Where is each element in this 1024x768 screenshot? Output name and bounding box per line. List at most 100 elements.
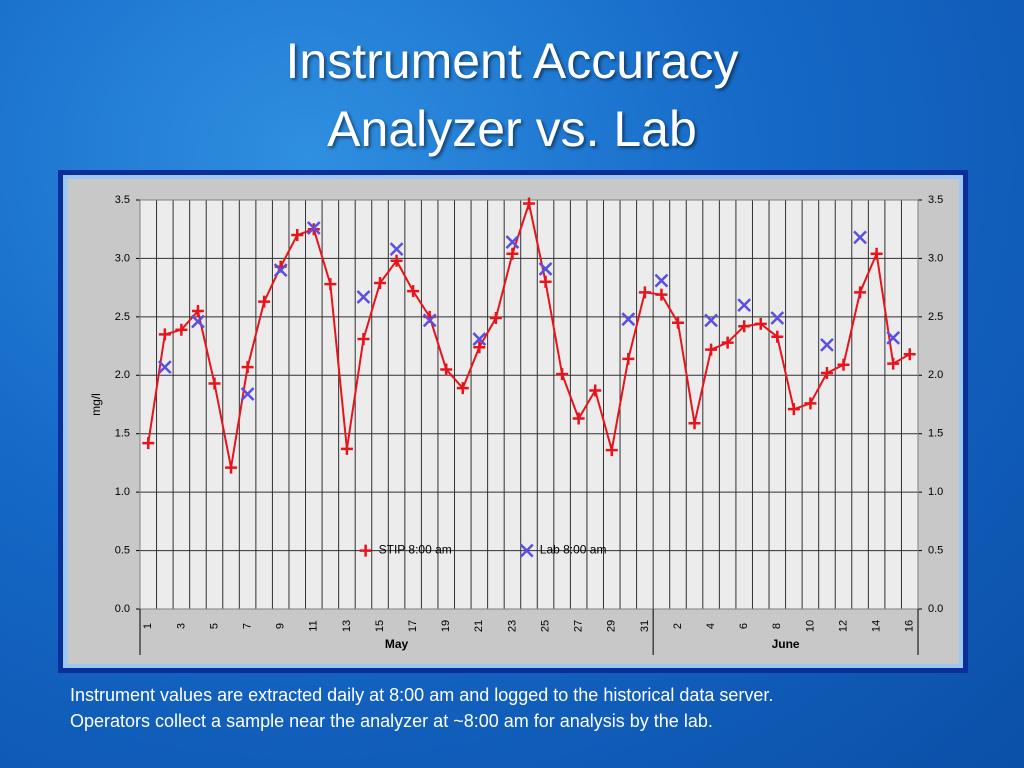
y2-tick-label: 2.5	[928, 311, 943, 323]
legend-marker	[519, 543, 534, 558]
plus-marker	[688, 417, 701, 430]
plus-marker	[158, 328, 171, 341]
y-tick-label: 1.5	[115, 428, 130, 440]
plus-marker	[787, 403, 800, 416]
legend-label: STIP 8:00 am	[379, 543, 452, 557]
plus-marker	[820, 366, 833, 379]
x-marker	[886, 331, 901, 345]
plus-marker	[887, 357, 900, 370]
x-tick-label: 21	[473, 620, 485, 632]
plus-marker	[175, 323, 188, 336]
y2-tick-label: 1.5	[928, 428, 943, 440]
x-tick-label: 3	[175, 623, 187, 629]
x-tick-label: 29	[606, 620, 618, 632]
plus-marker	[390, 254, 403, 267]
y-tick-label: 0.5	[115, 544, 130, 556]
plus-marker	[754, 317, 767, 330]
legend-marker	[359, 544, 372, 557]
legend-label: Lab 8:00 am	[540, 543, 607, 557]
x-marker	[621, 312, 636, 327]
x-marker	[191, 314, 205, 329]
plus-marker	[357, 333, 370, 346]
plus-marker	[655, 288, 668, 301]
plus-marker	[407, 285, 420, 298]
x-tick-label: 12	[837, 620, 849, 632]
plus-marker	[374, 276, 387, 289]
x-marker	[273, 263, 288, 277]
x-marker	[853, 230, 867, 245]
x-marker	[240, 387, 255, 401]
x-tick-label: 5	[208, 623, 220, 629]
plus-marker	[705, 343, 718, 356]
x-marker	[389, 242, 404, 256]
y-tick-label: 0.0	[115, 603, 130, 615]
y-tick-label: 2.0	[115, 369, 130, 381]
y-axis-label: mg/l	[89, 393, 103, 416]
plus-marker	[456, 382, 469, 395]
y2-tick-label: 2.0	[928, 369, 943, 381]
plus-marker	[241, 361, 254, 374]
y2-tick-label: 3.0	[928, 252, 943, 264]
x-marker	[737, 298, 752, 313]
y2-tick-label: 3.5	[928, 194, 943, 206]
plus-marker	[622, 352, 635, 365]
plus-marker	[440, 363, 453, 376]
x-marker	[538, 262, 553, 276]
x-tick-label: 6	[738, 623, 750, 629]
x-tick-label: 10	[804, 620, 816, 632]
plus-marker	[738, 320, 751, 333]
plus-marker	[291, 229, 304, 242]
x-tick-label: 1	[142, 623, 154, 629]
x-marker	[472, 332, 487, 346]
x-marker	[654, 273, 669, 288]
x-marker	[157, 360, 172, 374]
plus-marker	[638, 286, 651, 299]
caption-line: Operators collect a sample near the anal…	[70, 711, 713, 731]
x-marker	[704, 313, 718, 328]
y-tick-label: 3.0	[115, 252, 130, 264]
x-marker	[820, 338, 834, 352]
chart: 0.0 0.5 1.0 1.5 2.0 2.5 3.0 3.5 0.0 0.5 1.0 1.5 2.0 2…	[58, 170, 968, 673]
plus-marker	[589, 384, 602, 397]
x-tick-label: 25	[539, 620, 551, 632]
y2-tick-label: 0.5	[928, 544, 943, 556]
x-tick-label: 19	[440, 620, 452, 632]
plus-marker	[556, 368, 569, 381]
plus-marker	[903, 348, 916, 361]
x-tick-label: 8	[771, 623, 783, 629]
plus-marker	[721, 336, 734, 349]
x-tick-label: 7	[242, 623, 254, 629]
plus-marker	[473, 341, 486, 354]
plus-marker	[523, 197, 535, 210]
x-tick-label: 17	[407, 620, 419, 632]
x-group-label: June	[772, 637, 800, 651]
plus-marker	[142, 437, 155, 450]
plus-marker	[324, 278, 337, 291]
plus-marker	[539, 275, 552, 288]
plus-marker	[191, 305, 204, 318]
x-tick-label: 16	[904, 620, 916, 632]
plus-marker	[225, 461, 238, 474]
plus-marker	[605, 444, 618, 457]
x-tick-label: 9	[275, 623, 287, 629]
x-marker	[306, 221, 321, 235]
x-marker	[505, 235, 520, 249]
y2-tick-label: 1.0	[928, 486, 943, 498]
x-tick-label: 2	[672, 623, 684, 629]
y-tick-label: 2.5	[115, 311, 130, 323]
plus-marker	[572, 412, 585, 425]
x-tick-label: 4	[705, 623, 717, 629]
plus-marker	[506, 247, 519, 260]
plus-marker	[870, 247, 883, 260]
plus-marker	[671, 316, 684, 329]
y-tick-label: 3.5	[115, 194, 130, 206]
caption-line: Instrument values are extracted daily at…	[70, 685, 774, 705]
plus-marker	[258, 295, 271, 308]
x-tick-label: 11	[308, 620, 320, 631]
y2-tick-label: 0.0	[928, 603, 943, 615]
plus-marker	[208, 377, 221, 390]
slide-title: Instrument Accuracy	[285, 33, 739, 89]
slide-subtitle: Analyzer vs. Lab	[327, 101, 697, 157]
x-tick-label: 15	[374, 620, 386, 632]
